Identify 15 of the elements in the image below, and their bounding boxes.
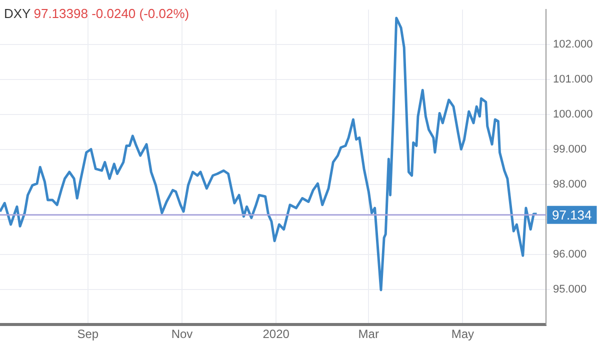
y-tick-label: 100.000 [553, 108, 593, 121]
chart-title: DXY [4, 6, 31, 21]
x-tick-label: 2020 [262, 327, 290, 342]
ref-line-label: 97.134 [552, 207, 592, 222]
x-tick-label: Mar [358, 327, 379, 342]
y-tick-label: 96.000 [553, 248, 587, 261]
y-tick-label: 101.000 [553, 74, 593, 86]
x-tick-label: Sep [77, 327, 99, 342]
y-tick-label: 99.000 [553, 144, 587, 156]
chart-subtitle: 97.13398 -0.0240 (-0.02%) [34, 6, 190, 21]
x-tick-label: Nov [171, 327, 193, 342]
x-tick-label: May [451, 327, 474, 342]
y-tick-label: 102.000 [553, 38, 593, 51]
y-tick-label: 98.000 [553, 178, 587, 191]
y-tick-label: 95.000 [553, 284, 587, 296]
